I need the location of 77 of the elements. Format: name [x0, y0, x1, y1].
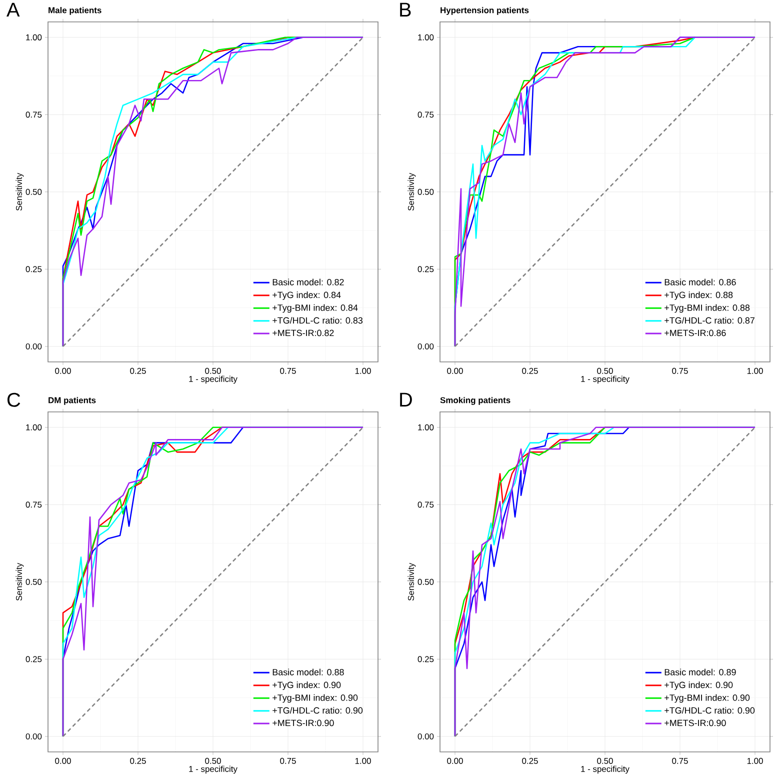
x-tick-label: 0.75: [280, 758, 296, 764]
x-tick-label: 0.50: [597, 368, 613, 374]
legend-label: +TyG index: 0.88: [664, 292, 733, 300]
chart-title: Hypertension patients: [440, 7, 529, 15]
x-tick-label: 1.00: [355, 758, 371, 764]
y-tick-label: 0.25: [418, 266, 434, 272]
x-tick-label: 1.00: [355, 368, 371, 374]
x-tick-label: 0.75: [672, 368, 688, 374]
chart-title: Male patients: [48, 7, 102, 15]
y-tick-label: 0.25: [26, 266, 42, 272]
legend-label: +TG/HDL-C ratio: 0.90: [664, 707, 755, 714]
y-tick-label: 0.00: [418, 343, 434, 350]
y-tick-label: 0.00: [26, 733, 42, 740]
legend-label: +TG/HDL-C ratio: 0.90: [272, 707, 363, 714]
legend-label: +METS-IR:0.90: [664, 720, 726, 726]
y-tick-label: 0.75: [26, 502, 42, 508]
text: C: [7, 392, 20, 407]
line-series: [62, 36, 364, 348]
x-tick-label: 0.25: [130, 758, 146, 764]
y-tick-label: 0.50: [26, 188, 42, 195]
x-axis-title: 1 - specificity: [581, 766, 630, 774]
x-tick-label: 0.25: [130, 368, 146, 374]
legend-label: +Tyg-BMI index: 0.90: [664, 694, 750, 703]
x-axis-title: 1 - specificity: [581, 376, 630, 384]
y-tick-label: 0.00: [26, 343, 42, 350]
x-tick-label: 1.00: [747, 758, 763, 764]
y-axis-title: Sensitivity: [408, 562, 416, 601]
y-tick-label: 0.25: [418, 656, 434, 662]
x-tick-label: 0.25: [522, 368, 538, 374]
legend-label: +TG/HDL-C ratio: 0.83: [272, 317, 363, 324]
x-tick-label: 0.75: [672, 758, 688, 764]
y-tick-label: 0.25: [26, 656, 42, 662]
y-tick-label: 1.00: [418, 34, 434, 40]
x-axis-title: 1 - specificity: [189, 766, 238, 774]
legend-label: +Tyg-BMI index: 0.90: [272, 694, 358, 703]
legend-label: +TyG index: 0.90: [664, 682, 733, 690]
y-tick-label: 0.50: [26, 578, 42, 585]
text: D: [400, 392, 412, 407]
legend-label: Basic model: 0.89: [664, 668, 736, 676]
x-tick-label: 0.75: [280, 368, 296, 374]
x-tick-label: 1.00: [747, 368, 763, 374]
y-tick-label: 1.00: [418, 424, 434, 430]
y-tick-label: 0.75: [26, 112, 42, 118]
y-tick-label: 0.75: [418, 502, 434, 508]
legend-label: +Tyg-BMI index: 0.88: [664, 304, 750, 313]
y-axis-title: Sensitivity: [16, 562, 24, 601]
x-tick-label: 0.00: [447, 758, 463, 764]
legend-label: +TG/HDL-C ratio: 0.87: [664, 317, 754, 324]
legend-label: +Tyg-BMI index: 0.84: [272, 304, 358, 313]
legend-label: +METS-IR:0.82: [272, 330, 334, 336]
y-tick-label: 0.75: [418, 112, 434, 118]
legend-label: +TyG index: 0.84: [272, 292, 341, 300]
legend-label: +METS-IR:0.86: [664, 330, 726, 336]
y-axis-title: Sensitivity: [408, 172, 416, 211]
legend-label: Basic model: 0.88: [272, 668, 344, 676]
chart-title: Smoking patients: [440, 397, 510, 405]
y-tick-label: 0.00: [418, 733, 434, 740]
legend-label: +METS-IR:0.90: [272, 720, 334, 726]
y-tick-label: 1.00: [26, 424, 42, 430]
text: A: [6, 2, 20, 17]
x-tick-label: 0.25: [522, 758, 538, 764]
y-tick-label: 0.50: [418, 578, 434, 585]
x-axis-title: 1 - specificity: [189, 376, 238, 384]
legend-label: +TyG index: 0.90: [272, 682, 341, 690]
x-tick-label: 0.00: [55, 758, 71, 764]
y-tick-label: 1.00: [26, 34, 42, 40]
chart-title: DM patients: [48, 397, 96, 405]
legend-label: Basic model: 0.82: [272, 278, 344, 286]
y-axis-title: Sensitivity: [16, 172, 24, 211]
y-tick-label: 0.50: [418, 188, 434, 195]
x-tick-label: 0.00: [55, 368, 71, 374]
x-tick-label: 0.50: [597, 758, 613, 764]
x-tick-label: 0.00: [447, 368, 463, 374]
x-tick-label: 0.50: [205, 758, 221, 764]
legend-label: Basic model: 0.86: [664, 278, 736, 286]
x-tick-label: 0.50: [205, 368, 221, 374]
text: B: [400, 2, 411, 17]
